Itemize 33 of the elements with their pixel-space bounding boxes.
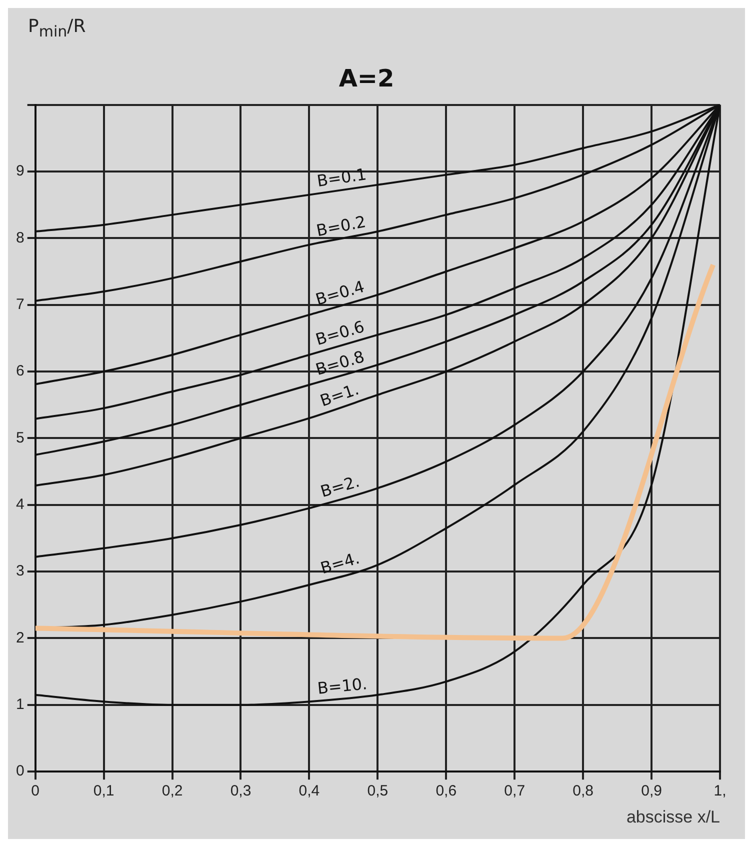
- x-tick-label: 0,4: [298, 782, 320, 800]
- y-tick-label: 8: [16, 229, 24, 246]
- x-tick-label: 0,1: [93, 782, 114, 800]
- text: B=4.: [318, 548, 362, 578]
- text: B=0.2: [314, 212, 368, 240]
- text: B=0.8: [313, 346, 367, 380]
- y-tick-label: 2: [16, 629, 24, 646]
- text: B=2.: [318, 472, 362, 502]
- text: B=1.: [318, 379, 362, 410]
- y-tick-label: 7: [16, 296, 24, 313]
- x-tick-label: 0,3: [230, 782, 252, 800]
- y-tick-label: 6: [16, 362, 24, 380]
- text: B=0.4: [313, 276, 367, 310]
- y-tick-label: 1: [16, 696, 24, 714]
- x-tick-label: 0,5: [367, 782, 388, 800]
- chart-title: A=2: [338, 64, 394, 93]
- y-tick-label: 4: [16, 496, 24, 514]
- x-tick-label: 0,7: [504, 782, 526, 800]
- y-tick-label: 5: [16, 429, 24, 446]
- x-tick-label: 1,: [714, 782, 726, 800]
- x-axis-title: abscisse x/L: [626, 807, 720, 826]
- x-tick-label: 0,8: [572, 782, 594, 800]
- text: B=0.6: [313, 316, 367, 350]
- y-tick-label: 0: [16, 762, 24, 780]
- y-tick-label: 3: [16, 562, 24, 580]
- x-tick-label: 0,2: [162, 782, 183, 800]
- text: B=0.1: [316, 164, 368, 191]
- x-tick-label: 0,6: [436, 782, 457, 800]
- x-tick-label: 0,9: [641, 782, 662, 800]
- x-tick-label: 0: [31, 782, 40, 800]
- text: B=10.: [316, 674, 368, 698]
- y-tick-label: 9: [16, 162, 24, 180]
- y-axis-title: P$_{min}$/R: [28, 16, 86, 41]
